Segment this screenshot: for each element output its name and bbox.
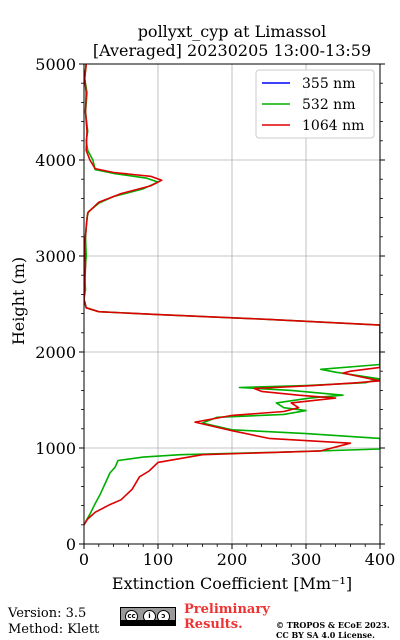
copyright-line-1: © TROPOS & ECoE 2023. — [276, 620, 390, 630]
y-tick-label: 4000 — [35, 151, 76, 170]
chart-title: pollyxt_cyp at Limassol — [137, 22, 327, 41]
preliminary-line-1: Preliminary — [184, 602, 270, 617]
y-tick-label: 1000 — [35, 439, 76, 458]
series-line-1064-nm — [84, 64, 380, 526]
method-label: Method: Klett — [8, 622, 100, 637]
legend-label: 1064 nm — [302, 118, 364, 134]
legend-label: 355 nm — [302, 76, 355, 92]
y-tick-label: 2000 — [35, 343, 76, 362]
y-tick-label: 0 — [66, 535, 76, 554]
x-tick-label: 400 — [365, 550, 396, 569]
legend: 355 nm 532 nm 1064 nm — [255, 69, 375, 139]
y-tick-label: 5000 — [35, 55, 76, 74]
x-tick-label: 200 — [217, 550, 248, 569]
x-tick-label: 100 — [143, 550, 174, 569]
preliminary-notice: Preliminary Results. — [184, 602, 270, 632]
x-tick-label: 300 — [291, 550, 322, 569]
y-tick-label: 3000 — [35, 247, 76, 266]
legend-label: 532 nm — [302, 97, 355, 113]
version-label: Version: 3.5 — [8, 606, 87, 621]
series-lines — [84, 64, 380, 526]
x-tick-label: 0 — [79, 550, 89, 569]
copyright-line-2: CC BY SA 4.0 License. — [276, 630, 375, 640]
copyright-notice: © TROPOS & ECoE 2023. CC BY SA 4.0 Licen… — [276, 620, 390, 640]
chart-subtitle: [Averaged] 20230205 13:00-13:59 — [92, 41, 372, 60]
x-axis-label: Extinction Coefficient [Mm⁻¹] — [111, 574, 353, 593]
cc-by-sa-icon: cc i ↄ — [120, 607, 176, 626]
preliminary-line-2: Results. — [184, 617, 243, 632]
legend-box — [255, 69, 375, 139]
y-axis-label: Height (m) — [9, 256, 28, 346]
